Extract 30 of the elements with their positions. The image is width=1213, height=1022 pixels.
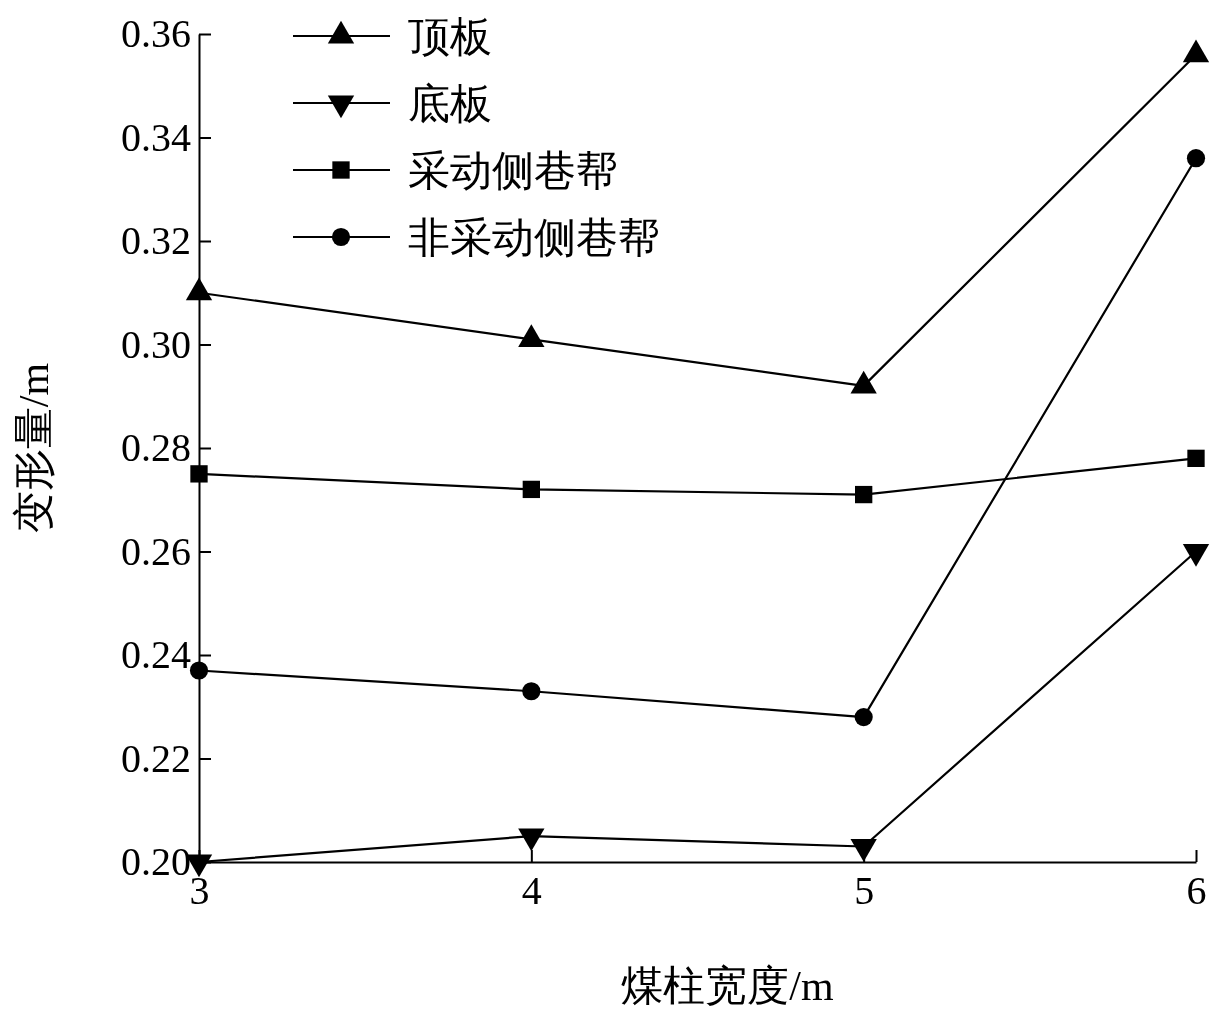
point xyxy=(189,661,209,680)
x-tick-label: 6 xyxy=(1186,868,1207,914)
point xyxy=(1182,39,1210,63)
point xyxy=(522,682,541,701)
y-tick-label: 0.20 xyxy=(121,839,191,885)
y-tick-label: 0.36 xyxy=(121,11,191,57)
point xyxy=(522,480,540,499)
point xyxy=(1187,449,1205,468)
legend-label: 非采动侧巷帮 xyxy=(408,215,660,261)
y-tick-label: 0.34 xyxy=(121,114,191,160)
legend-label: 采动侧巷帮 xyxy=(408,148,618,194)
y-tick-label: 0.28 xyxy=(121,425,191,471)
y-tick-label: 0.32 xyxy=(121,218,191,264)
y-axis-title: 变形量/m xyxy=(11,362,57,534)
y-tick-label: 0.30 xyxy=(121,321,191,367)
point xyxy=(855,485,873,504)
y-tick-label: 0.22 xyxy=(121,735,191,781)
point xyxy=(185,277,213,301)
x-tick-label: 4 xyxy=(521,868,542,914)
x-axis-title: 煤柱宽度/m xyxy=(621,963,834,1009)
point xyxy=(850,838,877,862)
legend-label: 底板 xyxy=(408,81,492,127)
y-tick-label: 0.24 xyxy=(121,632,191,678)
point xyxy=(854,708,873,727)
y-tick-label: 0.26 xyxy=(121,528,191,574)
x-tick-label: 5 xyxy=(854,868,875,914)
point xyxy=(518,828,545,852)
x-tick-label: 3 xyxy=(189,868,210,914)
point xyxy=(190,465,208,483)
legend-label: 顶板 xyxy=(408,14,492,60)
